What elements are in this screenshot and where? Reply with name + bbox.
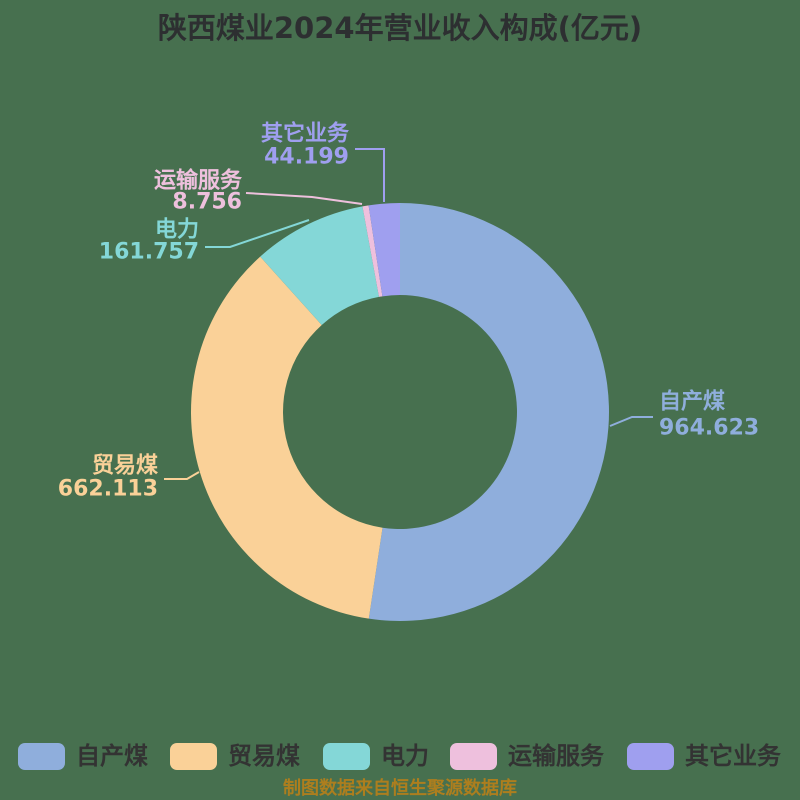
legend-label: 自产煤: [76, 742, 148, 770]
label-line-0: [609, 416, 653, 427]
legend-label: 贸易煤: [228, 742, 300, 770]
legend-swatch: [323, 742, 370, 770]
legend-item-1[interactable]: 贸易煤: [170, 742, 300, 770]
slice-value-2: 161.757: [99, 240, 199, 265]
pie-slice-2[interactable]: [260, 206, 379, 326]
slice-name-4: 其它业务: [261, 121, 350, 147]
slice-value-0: 964.623: [659, 416, 759, 441]
legend-swatch: [450, 742, 497, 770]
label-lines: [164, 148, 653, 480]
slice-value-3: 8.756: [172, 190, 242, 215]
legend: 自产煤 贸易煤 电力 运输服务 其它业务: [0, 742, 800, 770]
legend-label: 其它业务: [685, 742, 781, 770]
legend-label: 运输服务: [508, 742, 604, 770]
slice-name-2: 电力: [155, 218, 199, 243]
legend-swatch: [18, 742, 65, 770]
data-source-note: 制图数据来自恒生聚源数据库: [283, 778, 517, 799]
pie-slice-1[interactable]: [190, 256, 383, 619]
slice-name-1: 贸易煤: [92, 453, 158, 479]
label-line-3: [245, 192, 363, 205]
label-line-4: [355, 148, 385, 202]
legend-item-3[interactable]: 运输服务: [450, 742, 604, 770]
label-line-2: [205, 219, 310, 248]
legend-label: 电力: [381, 742, 429, 770]
chart-title: 陕西煤业2024年营业收入构成(亿元): [157, 11, 643, 45]
label-line-1: [164, 471, 200, 480]
pie-slice-3[interactable]: [362, 205, 383, 297]
slice-name-3: 运输服务: [154, 168, 243, 194]
slice-value-4: 44.199: [264, 145, 349, 170]
legend-item-0[interactable]: 自产煤: [18, 742, 148, 770]
pie-slice-0[interactable]: [368, 203, 609, 621]
pie-slice-4[interactable]: [368, 203, 400, 297]
slice-name-0: 自产煤: [659, 389, 725, 415]
legend-swatch: [170, 742, 217, 770]
pie-slices: [190, 203, 609, 621]
slice-value-1: 662.113: [58, 477, 158, 502]
legend-swatch: [627, 742, 674, 770]
legend-item-2[interactable]: 电力: [323, 742, 429, 770]
legend-item-4[interactable]: 其它业务: [627, 742, 781, 770]
